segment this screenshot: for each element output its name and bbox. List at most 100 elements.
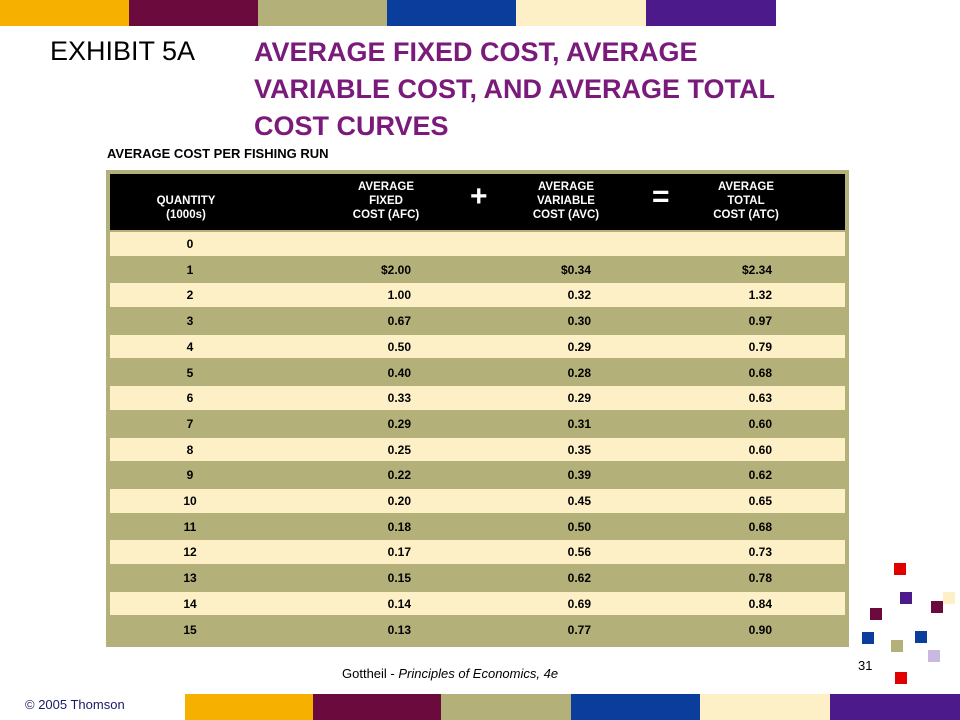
table-row: 2 1.00 0.32 1.32 xyxy=(110,283,845,308)
table-cell: 12 xyxy=(183,545,197,560)
table-cell: 0.60 xyxy=(748,416,772,431)
table: QUANTITY (1000s) AVERAGE FIXED COST (AFC) AVE… xyxy=(106,170,849,647)
table-cell: 1.32 xyxy=(748,288,772,303)
table-cell: $0.34 xyxy=(560,262,591,277)
table-cell: 0.29 xyxy=(567,339,591,354)
color-bar xyxy=(441,694,571,720)
table-cell: 0.69 xyxy=(567,596,591,611)
table-cell: 0.50 xyxy=(567,519,591,534)
operator: + xyxy=(470,180,488,213)
table-cell: 3 xyxy=(186,314,194,329)
table-cell: 0.56 xyxy=(567,545,591,560)
table-cell: 0.79 xyxy=(748,339,772,354)
color-bar xyxy=(258,0,387,26)
table-cell: $2.34 xyxy=(741,262,772,277)
table-cell: 0.39 xyxy=(567,468,591,483)
table-cell: 0.29 xyxy=(387,416,411,431)
color-bar xyxy=(313,694,441,720)
table-cell: 0.13 xyxy=(387,622,411,637)
table-cell: 7 xyxy=(186,416,194,431)
table-cell: 0.45 xyxy=(567,494,591,508)
table-caption: AVERAGE COST PER FISHING RUN xyxy=(107,146,329,161)
table-cell: 0.17 xyxy=(387,545,411,560)
color-bar xyxy=(830,694,960,720)
decor xyxy=(894,563,906,575)
table-cell: 0.68 xyxy=(748,519,772,534)
header-line: AVERAGE xyxy=(717,181,775,193)
table-cell: 0.77 xyxy=(567,622,591,637)
column-header: AVERAGE TOTAL COST (ATC) xyxy=(681,180,811,222)
table-cell: 1 xyxy=(186,262,194,277)
table-cell: 14 xyxy=(183,596,197,611)
color-bar xyxy=(516,0,646,26)
table-row: 9 0.22 0.39 0.62 xyxy=(110,463,845,487)
table-cell: 8 xyxy=(186,442,194,457)
decor xyxy=(895,672,907,684)
table-cell: 0.65 xyxy=(748,494,772,508)
title-line: AVERAGE FIXED COST, AVERAGE xyxy=(254,37,698,67)
table-cell: 0.63 xyxy=(748,391,772,406)
header-line: COST (AFC) xyxy=(352,209,420,221)
table-cell: 0.14 xyxy=(387,596,411,611)
table-cell: 0 xyxy=(186,237,194,251)
table-cell: 0.84 xyxy=(748,596,772,611)
table-cell: 0.30 xyxy=(567,314,591,329)
table-row: 1 $2.00 $0.34 $2.34 xyxy=(110,257,845,282)
title-line: VARIABLE COST, AND AVERAGE TOTAL xyxy=(254,74,776,104)
table-row: 13 0.15 0.62 0.78 xyxy=(110,566,845,590)
table-cell: 0.31 xyxy=(567,416,591,431)
color-bar xyxy=(700,694,830,720)
table-cell: 11 xyxy=(183,519,197,534)
table-cell: 0.62 xyxy=(748,468,772,483)
table-row: 6 0.33 0.29 0.63 xyxy=(110,386,845,410)
table-row: 3 0.67 0.30 0.97 xyxy=(110,309,845,333)
table-row: 0 xyxy=(110,232,845,256)
header-line: COST (AVC) xyxy=(532,209,600,221)
table-row: 11 0.18 0.50 0.68 xyxy=(110,514,845,539)
page-number: 31 xyxy=(858,658,873,673)
color-bar xyxy=(646,0,776,26)
table-cell: 0.78 xyxy=(748,571,772,586)
table-cell: 0.25 xyxy=(387,442,411,457)
decor xyxy=(891,640,903,652)
table-cell: 0.33 xyxy=(387,391,411,406)
operator: = xyxy=(652,180,670,213)
table-cell: 0.60 xyxy=(748,442,772,457)
decor xyxy=(943,592,955,604)
header-line: COST (ATC) xyxy=(713,209,779,221)
table-header xyxy=(110,174,845,230)
table-cell: 1.00 xyxy=(387,288,411,303)
table-cell: 0.90 xyxy=(748,622,772,637)
table-cell: 0.40 xyxy=(387,365,411,380)
column-header: AVERAGE FIXED COST (AFC) xyxy=(321,180,451,222)
decor xyxy=(915,631,927,643)
color-bar xyxy=(571,694,700,720)
table-cell: 4 xyxy=(186,339,194,354)
table-row: 14 0.14 0.69 0.84 xyxy=(110,591,845,616)
table-cell: 0.15 xyxy=(387,571,411,586)
header-line: VARIABLE xyxy=(537,195,595,207)
color-bar xyxy=(0,0,129,26)
header-line: TOTAL xyxy=(727,195,765,207)
column-header: QUANTITY (1000s) xyxy=(126,194,246,222)
table-cell: 0.62 xyxy=(567,571,591,586)
table-cell: 0.67 xyxy=(387,314,411,329)
citation: Gottheil - Principles of Economics, 4e xyxy=(342,666,558,681)
table-row: 12 0.17 0.56 0.73 xyxy=(110,540,845,565)
copyright: © 2005 Thomson xyxy=(25,697,125,712)
table-row: 4 0.50 0.29 0.79 xyxy=(110,334,845,359)
exhibit-label: EXHIBIT 5A xyxy=(50,36,196,66)
table-row: 10 0.20 0.45 0.65 xyxy=(110,489,845,513)
decor xyxy=(900,592,912,604)
author: Gottheil - xyxy=(342,666,395,681)
table-cell: 13 xyxy=(183,571,197,586)
table-cell: 2 xyxy=(186,288,194,303)
table-row: 15 0.13 0.77 0.90 xyxy=(110,617,845,642)
table-cell: 0.50 xyxy=(387,339,411,354)
table-cell: 0.29 xyxy=(567,391,591,406)
table-cell: 0.35 xyxy=(567,442,591,457)
header-line: FIXED xyxy=(369,195,403,207)
table-cell: 0.73 xyxy=(748,545,772,560)
color-bar xyxy=(129,0,258,26)
